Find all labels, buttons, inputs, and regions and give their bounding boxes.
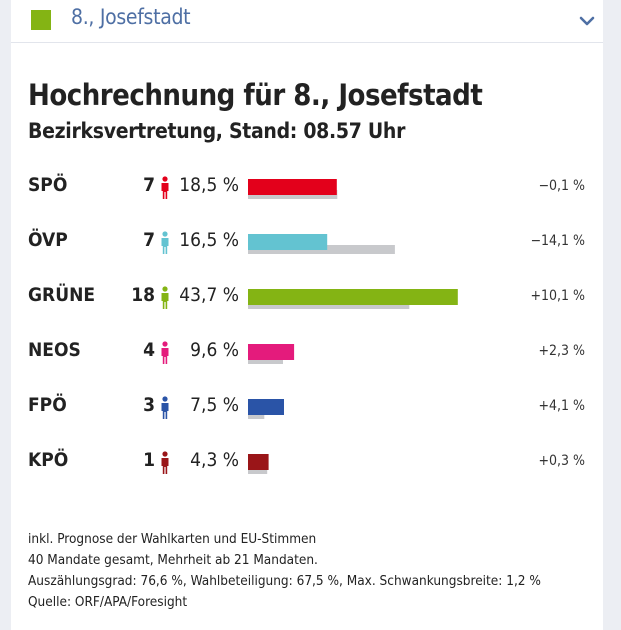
party-name: ÖVP — [28, 229, 68, 251]
seat-count: 7 — [143, 174, 155, 196]
chart-title: Hochrechnung für 8., Josefstadt — [28, 78, 483, 112]
current-result-bar — [248, 179, 337, 195]
party-row: FPÖ 3 7,5 % +4,1 % — [11, 390, 603, 426]
party-row: KPÖ 1 4,3 % +0,3 % — [11, 445, 603, 481]
bar-track — [248, 289, 458, 309]
seat-count: 3 — [143, 394, 155, 416]
footnote-line: 40 Mandate gesamt, Mehrheit ab 21 Mandat… — [28, 552, 318, 568]
vote-percent: 4,3 % — [190, 449, 239, 471]
footnote-line: inkl. Prognose der Wahlkarten und EU-Sti… — [28, 531, 317, 547]
footnote-line: Quelle: ORF/APA/Foresight — [28, 594, 188, 610]
party-name: GRÜNE — [28, 284, 96, 306]
change-value: +2,3 % — [538, 343, 585, 359]
party-row: ÖVP 7 16,5 % −14,1 % — [11, 225, 603, 261]
party-row: GRÜNE 18 43,7 % +10,1 % — [11, 280, 603, 316]
footnote-line: Auszählungsgrad: 76,6 %, Wahlbeteiligung… — [28, 573, 541, 589]
party-name: SPÖ — [28, 174, 68, 196]
chevron-down-icon[interactable] — [579, 13, 595, 29]
change-value: +10,1 % — [530, 288, 585, 304]
change-value: +4,1 % — [538, 398, 585, 414]
change-value: +0,3 % — [538, 453, 585, 469]
results-card: 8., Josefstadt Hochrechnung für 8., Jose… — [11, 0, 603, 630]
party-name: FPÖ — [28, 394, 67, 416]
vote-percent: 16,5 % — [179, 229, 239, 251]
district-color-swatch — [31, 10, 51, 30]
seat-count: 18 — [131, 284, 155, 306]
bar-track — [248, 454, 269, 474]
bar-track — [248, 344, 295, 364]
seat-count: 1 — [143, 449, 155, 471]
change-value: −14,1 % — [530, 233, 585, 249]
person-icon — [161, 176, 169, 199]
footnotes: inkl. Prognose der Wahlkarten und EU-Sti… — [28, 529, 598, 613]
chart-subtitle: Bezirksvertretung, Stand: 08.57 Uhr — [28, 119, 406, 143]
current-result-bar — [248, 344, 295, 360]
party-name: KPÖ — [28, 449, 69, 471]
bar-track — [248, 179, 338, 199]
person-icon — [161, 341, 169, 364]
seat-count: 7 — [143, 229, 155, 251]
person-icon — [161, 286, 169, 309]
person-icon — [161, 231, 169, 254]
bar-track — [248, 234, 395, 254]
bar-track — [248, 399, 284, 419]
change-value: −0,1 % — [538, 178, 585, 194]
party-row: NEOS 4 9,6 % +2,3 % — [11, 335, 603, 371]
person-icon — [161, 451, 169, 474]
district-header[interactable]: 8., Josefstadt — [11, 0, 603, 43]
seat-count: 4 — [143, 339, 155, 361]
vote-percent: 9,6 % — [190, 339, 239, 361]
vote-percent: 18,5 % — [179, 174, 239, 196]
vote-percent: 43,7 % — [179, 284, 239, 306]
party-name: NEOS — [28, 339, 81, 361]
current-result-bar — [248, 289, 458, 305]
current-result-bar — [248, 234, 328, 250]
district-title: 8., Josefstadt — [71, 5, 191, 29]
person-icon — [161, 396, 169, 419]
current-result-bar — [248, 399, 284, 415]
vote-percent: 7,5 % — [190, 394, 239, 416]
current-result-bar — [248, 454, 269, 470]
party-row: SPÖ 7 18,5 % −0,1 % — [11, 170, 603, 206]
